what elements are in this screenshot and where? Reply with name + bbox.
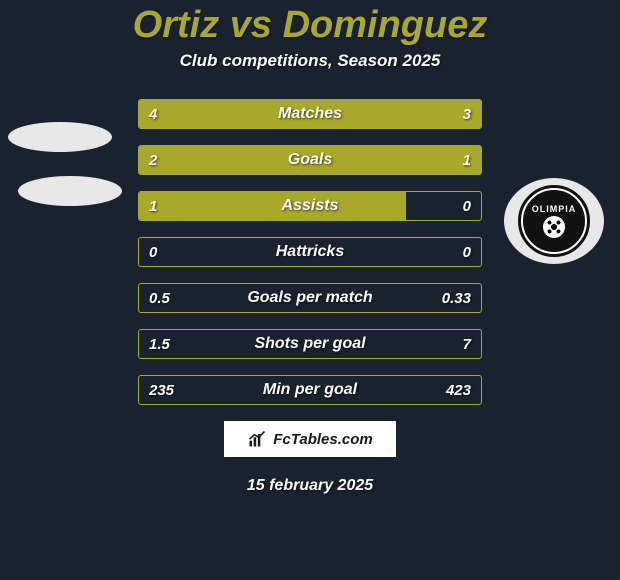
stat-row: 43Matches (138, 99, 482, 129)
stat-row: 10Assists (138, 191, 482, 221)
stat-row: 235423Min per goal (138, 375, 482, 405)
stat-name: Goals (139, 146, 481, 174)
player-left-badge-placeholder-2 (18, 176, 122, 206)
chart-icon (247, 429, 267, 449)
club-badge-text: OLIMPIA (532, 204, 577, 214)
stat-row: 1.57Shots per goal (138, 329, 482, 359)
stat-name: Matches (139, 100, 481, 128)
player-left-badge-placeholder-1 (8, 122, 112, 152)
stat-name: Goals per match (139, 284, 481, 312)
source-badge: FcTables.com (224, 421, 396, 457)
stat-name: Assists (139, 192, 481, 220)
source-label: FcTables.com (273, 431, 372, 448)
player-right-club-badge: OLIMPIA (504, 178, 604, 264)
date-label: 15 february 2025 (0, 477, 620, 495)
soccer-ball-icon (543, 216, 565, 238)
stat-row: 00Hattricks (138, 237, 482, 267)
stat-row: 21Goals (138, 145, 482, 175)
stat-name: Hattricks (139, 238, 481, 266)
comparison-bar-chart: 43Matches 21Goals 10Assists 00Hattricks 0.50… (138, 99, 482, 405)
stat-name: Shots per goal (139, 330, 481, 358)
stat-row: 0.50.33Goals per match (138, 283, 482, 313)
subtitle: Club competitions, Season 2025 (0, 51, 620, 71)
stat-name: Min per goal (139, 376, 481, 404)
page-title: Ortiz vs Dominguez (0, 0, 620, 47)
